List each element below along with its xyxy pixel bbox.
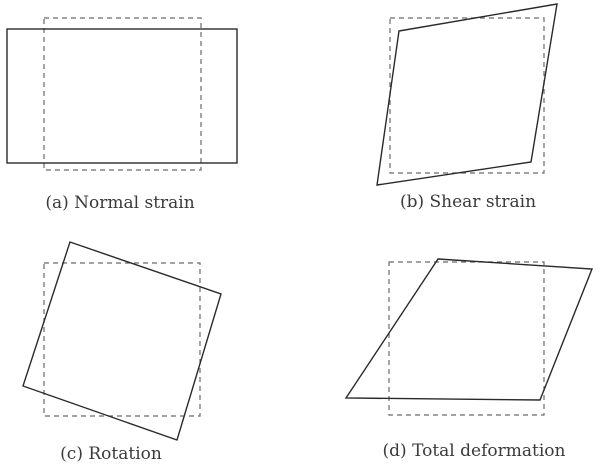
deformed-shape xyxy=(22,241,222,441)
caption-rotation: (c) Rotation xyxy=(60,444,162,464)
caption-normal-strain: (a) Normal strain xyxy=(45,193,194,213)
original-square xyxy=(43,262,201,417)
panel-rotation: (c) Rotation xyxy=(22,241,222,464)
original-square xyxy=(43,17,202,171)
panel-normal-strain: (a) Normal strain xyxy=(6,17,238,213)
caption-total-deformation: (d) Total deformation xyxy=(383,441,566,461)
deformed-shape xyxy=(344,258,594,401)
deformed-shape xyxy=(6,28,238,164)
panel-shear-strain: (b) Shear strain xyxy=(376,3,558,212)
deformed-shape xyxy=(376,3,558,186)
panel-total-deformation: (d) Total deformation xyxy=(344,258,594,461)
caption-shear-strain: (b) Shear strain xyxy=(400,192,536,212)
